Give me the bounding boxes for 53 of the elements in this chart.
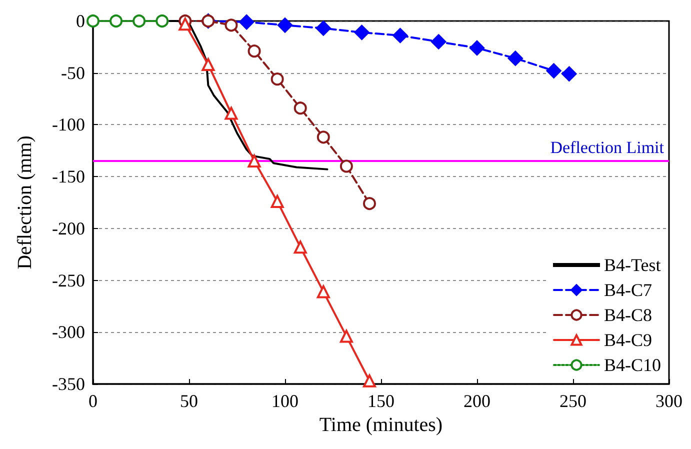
x-tick-label: 50 [180, 391, 198, 411]
y-tick-label: -300 [52, 322, 85, 342]
point [294, 102, 307, 115]
x-tick-label: 150 [368, 391, 394, 411]
y-tick-label: -350 [52, 374, 85, 394]
x-tick-label: 200 [464, 391, 490, 411]
y-tick-label: -50 [61, 62, 85, 83]
point [340, 330, 353, 343]
x-tick-label: 100 [272, 391, 298, 411]
y-axis-title: Deflection (mm) [14, 136, 36, 270]
y-tick-label: -250 [52, 270, 85, 290]
point [316, 20, 331, 36]
ref-line-label: Deflection Limit [550, 138, 664, 158]
point [248, 154, 261, 168]
legend-label: B4-C10 [604, 355, 662, 375]
point [316, 130, 330, 144]
point [156, 14, 169, 28]
point [431, 34, 446, 50]
point [316, 285, 330, 298]
point [224, 106, 238, 120]
point [239, 14, 254, 30]
legend-label: B4-C8 [604, 305, 652, 325]
y-tick-label: -150 [52, 166, 85, 187]
x-tick-label: 250 [560, 391, 586, 411]
point [110, 14, 123, 28]
legend-label: B4-C9 [604, 330, 652, 350]
point [362, 374, 376, 388]
point [178, 18, 192, 31]
point [270, 194, 284, 208]
point [270, 72, 284, 86]
point [132, 14, 146, 28]
point [278, 18, 292, 33]
x-tick-label: 300 [656, 391, 682, 411]
point [392, 28, 408, 44]
legend-label: B4-C7 [604, 280, 652, 300]
point [508, 50, 523, 66]
y-tick-label: -100 [52, 114, 85, 135]
point [224, 18, 238, 32]
y-tick-label: -200 [52, 218, 85, 238]
x-tick-label: 0 [88, 391, 98, 411]
point [340, 160, 353, 173]
legend-label: B4-Test [604, 255, 661, 275]
point [86, 14, 100, 28]
point [362, 197, 376, 210]
y-tick-label: 0 [76, 11, 85, 31]
point [202, 58, 215, 72]
point [470, 40, 484, 56]
x-axis-title: Time (minutes) [319, 414, 443, 436]
point [562, 66, 577, 82]
point [354, 24, 370, 40]
point [248, 44, 261, 58]
point [294, 240, 307, 254]
point [546, 63, 562, 78]
